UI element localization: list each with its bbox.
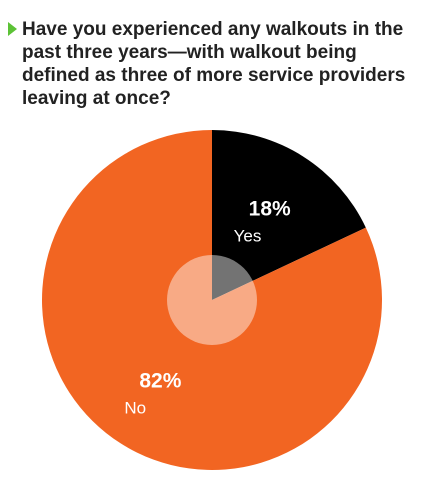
value-label: 82% xyxy=(139,370,181,393)
title-marker xyxy=(8,22,17,36)
pie-slice xyxy=(41,130,382,470)
category-label: No xyxy=(124,399,146,418)
value-label: 18% xyxy=(249,197,291,220)
pie-slice xyxy=(212,130,366,300)
chart-title: Have you experienced any walkouts in the… xyxy=(22,19,406,109)
category-label: Yes xyxy=(234,226,262,245)
center-highlight xyxy=(167,255,257,345)
